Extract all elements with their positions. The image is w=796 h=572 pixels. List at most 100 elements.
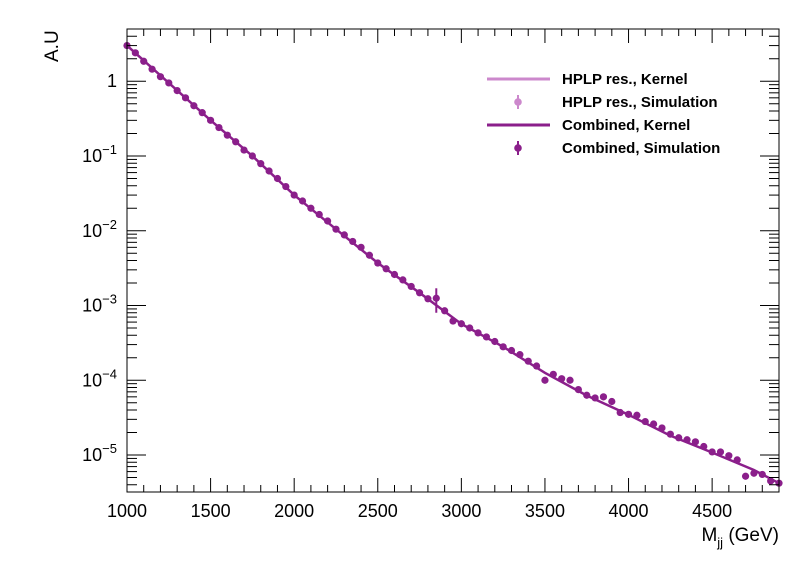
legend-marker-swatch [514,98,522,106]
data-point [282,182,290,191]
x-tick-label: 4500 [692,501,732,521]
y-tick-label: 1 [107,71,117,91]
y-tick-label-base: 10 [82,370,102,390]
data-point [349,237,357,246]
data-point [131,49,139,57]
y-tick-label: 10−1 [82,142,117,166]
data-point [650,420,658,428]
data-point [524,357,532,365]
data-layer [123,41,783,487]
data-point [332,225,340,233]
y-tick-label-exponent: −4 [102,366,117,381]
x-axis-title: Mjj (GeV) [701,525,779,550]
data-point [307,204,315,212]
data-point [624,410,633,418]
data-point [474,329,482,337]
data-point [482,333,491,341]
data-point [725,452,733,460]
y-tick-label-exponent: −1 [102,142,117,157]
y-tick-label: 10−4 [82,366,117,390]
data-point [549,370,557,378]
data-point [758,470,766,479]
x-axis-title-unit: (GeV) [723,525,779,546]
axis-layer: 1000 1500 2000 2500 3000 3500 4000 4500110−110−… [82,28,780,521]
y-tick-label-base: 10 [82,221,102,241]
data-point [248,152,256,160]
data-point [700,442,708,451]
data-point [449,317,457,325]
data-point [140,57,148,65]
data-point [232,138,240,146]
data-point [206,116,215,124]
data-point [532,362,541,370]
data-point [298,197,307,205]
data-point [641,417,649,426]
y-tick-label: 10−5 [82,441,117,465]
legend-label: HPLP res., Kernel [562,71,688,88]
data-point [240,146,248,154]
data-point [666,430,674,438]
data-point [340,231,348,239]
y-tick-label-base: 10 [82,146,102,166]
data-point [432,294,440,302]
data-point [541,376,549,384]
y-tick-label-exponent: −3 [102,292,117,307]
data-point [273,174,282,183]
data-point [558,375,566,383]
data-point [374,259,382,267]
data-point [633,411,641,419]
y-tick-label: 10−2 [82,217,117,241]
y-tick-label-base: 10 [82,296,102,316]
data-point [215,123,223,132]
data-point [599,393,608,401]
data-point [165,79,173,87]
data-point [382,265,390,273]
data-point [716,448,725,456]
data-point [499,343,507,351]
data-point [608,397,616,406]
data-point [507,346,516,355]
legend-marker-swatch [514,144,522,152]
data-point [566,376,574,384]
y-tick-label: 10−3 [82,292,117,316]
y-tick-label-exponent: −5 [102,441,117,456]
data-point [407,282,415,291]
data-point [198,109,206,117]
data-point [691,438,700,446]
x-tick-label: 3500 [525,501,565,521]
data-point [741,472,750,480]
data-point [708,448,716,456]
data-point [190,102,198,110]
data-point [683,436,691,444]
data-point [181,94,190,102]
data-point [357,243,365,251]
y-tick-label-exponent: −2 [102,217,117,232]
x-tick-label: 4000 [609,501,649,521]
x-tick-label: 3000 [441,501,481,521]
data-point [616,408,624,417]
data-point [257,160,265,168]
data-point [658,424,666,432]
data-point [324,217,332,225]
legend-label: HPLP res., Simulation [562,94,718,111]
data-point [457,320,465,328]
data-point [223,131,231,139]
data-point [767,477,775,485]
data-point [156,73,165,81]
data-point [390,270,399,279]
data-point [265,167,273,175]
data-point [491,337,499,346]
data-point [516,351,524,359]
data-point [750,469,758,477]
legend-label: Combined, Simulation [562,140,720,157]
data-point [733,456,741,464]
data-point [466,324,474,332]
x-tick-label: 1000 [107,501,147,521]
data-point [173,86,181,95]
x-tick-label: 2500 [358,501,398,521]
data-point [415,289,424,297]
data-point [290,191,298,199]
data-point [315,210,323,219]
legend: HPLP res., Kernel HPLP res., Simulation Co… [487,71,720,157]
